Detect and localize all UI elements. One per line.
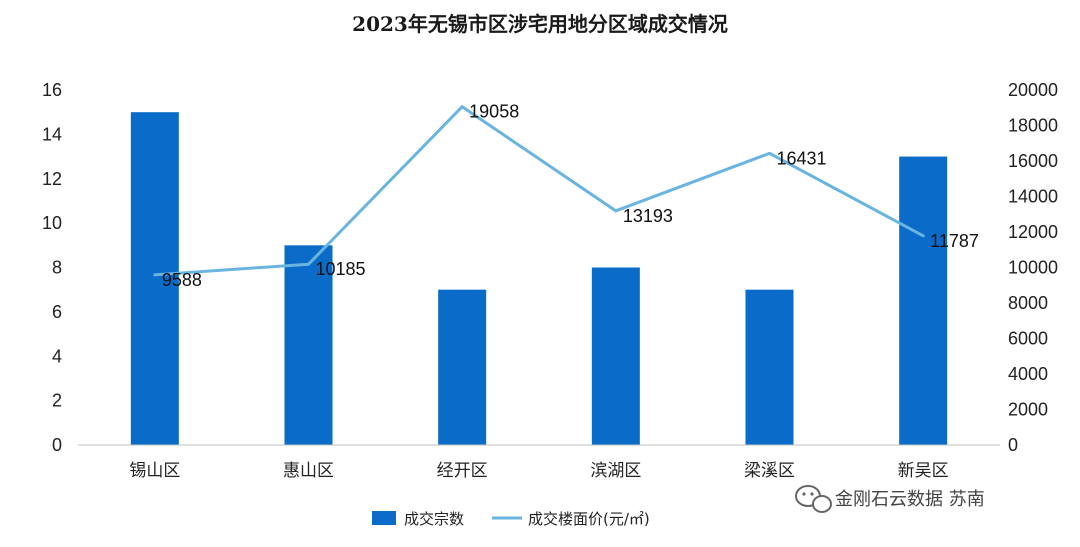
bar bbox=[591, 267, 640, 445]
wechat-icon bbox=[795, 485, 832, 513]
legend-bar-swatch bbox=[372, 511, 396, 525]
category-labels: 锡山区 惠山区 经开区 滨湖区 梁溪区 新吴区 bbox=[129, 461, 948, 481]
left-tick-label: 0 bbox=[52, 435, 62, 455]
bar bbox=[130, 112, 179, 445]
data-label: 13193 bbox=[623, 206, 673, 226]
left-tick-label: 2 bbox=[52, 391, 62, 411]
category-label: 锡山区 bbox=[129, 461, 180, 481]
right-tick-label: 18000 bbox=[1008, 116, 1058, 136]
right-tick-label: 6000 bbox=[1008, 329, 1048, 349]
right-tick-label: 2000 bbox=[1008, 400, 1048, 420]
right-tick-label: 4000 bbox=[1008, 364, 1048, 384]
left-tick-label: 10 bbox=[42, 213, 62, 233]
watermark: 金刚石云数据 苏南 bbox=[795, 485, 985, 513]
left-tick-label: 4 bbox=[52, 346, 62, 366]
line-point bbox=[614, 209, 618, 213]
legend-line-label: 成交楼面价(元/㎡) bbox=[528, 510, 650, 528]
line-point bbox=[153, 273, 157, 277]
data-label: 19058 bbox=[469, 102, 519, 122]
bar-series bbox=[130, 112, 948, 445]
line-point bbox=[768, 151, 771, 155]
right-tick-label: 10000 bbox=[1008, 258, 1058, 278]
line-series: 9588 10185 19058 13193 16431 11787 bbox=[153, 102, 979, 290]
bar bbox=[745, 289, 794, 445]
data-label: 9588 bbox=[162, 270, 202, 290]
right-tick-label: 20000 bbox=[1008, 80, 1058, 100]
left-tick-label: 14 bbox=[42, 124, 62, 144]
data-label: 11787 bbox=[930, 231, 979, 251]
category-label: 梁溪区 bbox=[744, 461, 795, 481]
left-tick-label: 6 bbox=[52, 302, 62, 322]
line-point bbox=[921, 234, 925, 238]
right-tick-label: 14000 bbox=[1008, 187, 1058, 207]
left-tick-label: 8 bbox=[52, 258, 62, 278]
right-tick-label: 16000 bbox=[1008, 151, 1058, 171]
category-label: 滨湖区 bbox=[590, 461, 641, 481]
data-label: 10185 bbox=[316, 259, 366, 279]
legend: 成交宗数 成交楼面价(元/㎡) bbox=[372, 510, 650, 528]
right-tick-label: 8000 bbox=[1008, 293, 1048, 313]
category-label: 惠山区 bbox=[283, 461, 334, 481]
bar bbox=[899, 156, 948, 445]
price-line bbox=[154, 105, 924, 277]
data-label: 16431 bbox=[777, 148, 827, 168]
right-tick-label: 0 bbox=[1008, 435, 1018, 455]
line-point bbox=[460, 105, 464, 109]
line-point bbox=[307, 262, 310, 266]
left-axis: 0 2 4 6 8 10 12 14 16 bbox=[42, 80, 62, 455]
category-label: 经开区 bbox=[437, 461, 488, 481]
watermark-text: 金刚石云数据 苏南 bbox=[835, 489, 985, 510]
right-axis: 0 2000 4000 6000 8000 10000 12000 14000 16000 180… bbox=[1008, 80, 1058, 455]
bar bbox=[438, 289, 487, 445]
right-tick-label: 12000 bbox=[1008, 222, 1058, 242]
bar bbox=[284, 245, 333, 445]
left-tick-label: 16 bbox=[42, 80, 62, 100]
legend-bar-label: 成交宗数 bbox=[404, 510, 464, 528]
left-tick-label: 12 bbox=[42, 169, 62, 189]
chart-title: 2023年无锡市区涉宅用地分区域成交情况 bbox=[352, 12, 728, 36]
category-label: 新吴区 bbox=[898, 461, 949, 481]
